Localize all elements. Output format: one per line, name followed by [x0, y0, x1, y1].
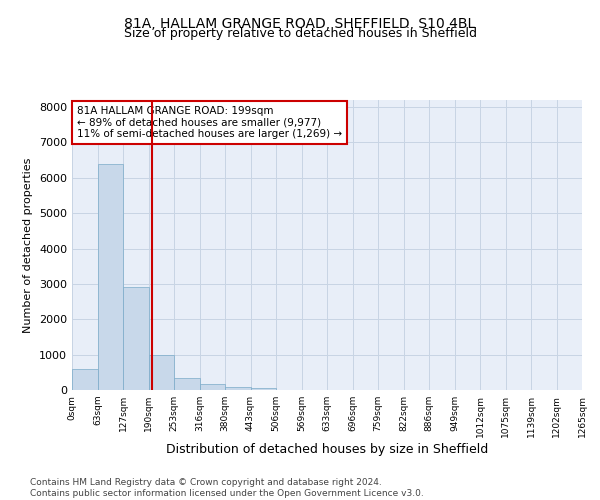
Text: Size of property relative to detached houses in Sheffield: Size of property relative to detached ho… [124, 28, 476, 40]
Bar [225, 387, 251, 390]
Y-axis label: Number of detached properties: Number of detached properties [23, 158, 34, 332]
Bar [199, 384, 225, 390]
Bar [123, 288, 149, 390]
Text: Contains HM Land Registry data © Crown copyright and database right 2024.
Contai: Contains HM Land Registry data © Crown c… [30, 478, 424, 498]
Text: 81A HALLAM GRANGE ROAD: 199sqm
← 89% of detached houses are smaller (9,977)
11% : 81A HALLAM GRANGE ROAD: 199sqm ← 89% of … [77, 106, 342, 139]
Text: 81A, HALLAM GRANGE ROAD, SHEFFIELD, S10 4BL: 81A, HALLAM GRANGE ROAD, SHEFFIELD, S10 … [124, 18, 476, 32]
Bar [251, 388, 276, 390]
Bar [72, 370, 97, 390]
Bar [97, 164, 123, 390]
X-axis label: Distribution of detached houses by size in Sheffield: Distribution of detached houses by size … [166, 442, 488, 456]
Bar [174, 378, 199, 390]
Bar [149, 356, 174, 390]
